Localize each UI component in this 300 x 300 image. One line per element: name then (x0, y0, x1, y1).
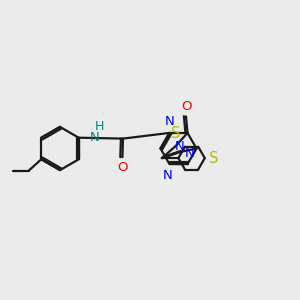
Text: N: N (184, 147, 194, 160)
Text: N: N (174, 140, 184, 153)
Text: N: N (165, 116, 174, 128)
Text: S: S (171, 126, 180, 141)
Text: N: N (90, 131, 100, 144)
Text: O: O (181, 100, 191, 113)
Text: N: N (163, 169, 173, 182)
Text: O: O (117, 161, 128, 174)
Text: H: H (95, 120, 104, 133)
Text: S: S (209, 151, 218, 166)
